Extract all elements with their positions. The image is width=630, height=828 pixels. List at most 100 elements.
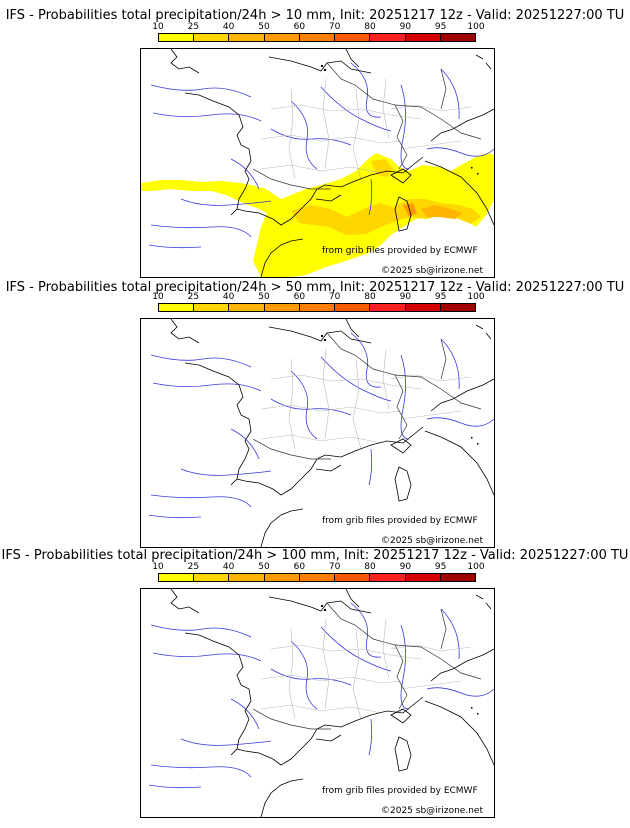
colorbar-swatch xyxy=(194,34,230,41)
colorbar-swatch xyxy=(264,574,300,581)
colorbar-tick-label: 70 xyxy=(328,292,341,302)
colorbar-swatches xyxy=(158,573,476,582)
copyright: ©2025 sb@irizone.net xyxy=(381,266,483,276)
map-marks xyxy=(321,335,479,445)
colorbar-tick-label: 25 xyxy=(187,292,200,302)
map-panel-100mm: IFS - Probabilities total precipitation/… xyxy=(0,540,630,818)
copyright: ©2025 sb@irizone.net xyxy=(381,536,483,546)
colorbar-swatch xyxy=(299,304,336,311)
colorbar-tick-label: 50 xyxy=(258,292,270,302)
colorbar: 10 25 40 50 60 70 80 90 95 100 xyxy=(152,22,485,44)
colorbar-swatch xyxy=(194,574,230,581)
colorbar-tick-label: 95 xyxy=(434,292,447,302)
colorbar-labels: 10 25 40 50 60 70 80 90 95 100 xyxy=(152,292,484,302)
colorbar-tick-label: 70 xyxy=(328,562,341,572)
rivers xyxy=(148,332,494,519)
colorbar-tick-label: 50 xyxy=(258,22,270,32)
colorbar-tick-label: 80 xyxy=(364,562,376,572)
colorbar-swatch xyxy=(335,304,371,311)
colorbar-swatch xyxy=(194,304,230,311)
coastlines xyxy=(170,589,494,817)
map-frame: from grib files provided by ECMWF ©2025 … xyxy=(140,318,495,548)
colorbar-tick-label: 90 xyxy=(399,292,412,302)
colorbar-swatch xyxy=(405,304,441,311)
colorbar-tick-label: 40 xyxy=(222,22,235,32)
colorbar-tick-label: 80 xyxy=(364,292,376,302)
colorbar-swatch xyxy=(264,34,300,41)
country-borders xyxy=(252,332,482,460)
colorbar-tick-label: 80 xyxy=(364,22,376,32)
rivers xyxy=(148,602,494,789)
coastlines xyxy=(170,319,494,547)
colorbar-swatch xyxy=(370,574,406,581)
colorbar-swatches xyxy=(158,33,476,42)
copyright: ©2025 sb@irizone.net xyxy=(381,806,483,816)
colorbar-tick-label: 10 xyxy=(152,292,164,302)
colorbar-tick-label: 10 xyxy=(152,562,164,572)
colorbar-swatch xyxy=(159,304,195,311)
colorbar-tick-label: 100 xyxy=(467,22,485,32)
country-borders xyxy=(252,62,482,190)
map-panel-10mm: IFS - Probabilities total precipitation/… xyxy=(0,0,630,278)
colorbar-swatch xyxy=(440,304,475,311)
colorbar-tick-label: 100 xyxy=(467,292,485,302)
colorbar-tick-label: 60 xyxy=(293,562,306,572)
colorbar-tick-label: 10 xyxy=(152,22,164,32)
colorbar-swatch xyxy=(405,574,441,581)
data-credit: from grib files provided by ECMWF xyxy=(322,246,478,256)
colorbar-swatch xyxy=(405,34,441,41)
data-credit: from grib files provided by ECMWF xyxy=(322,786,478,796)
admin-borders xyxy=(260,78,472,180)
colorbar-swatch xyxy=(335,34,371,41)
panel-title: IFS - Probabilities total precipitation/… xyxy=(5,8,625,23)
map-frame: from grib files provided by ECMWF ©2025 … xyxy=(140,588,495,818)
colorbar-tick-label: 40 xyxy=(222,562,235,572)
map-marks xyxy=(321,65,479,175)
colorbar-swatch xyxy=(229,34,265,41)
panel-title: IFS - Probabilities total precipitation/… xyxy=(1,548,629,563)
colorbar-swatches xyxy=(158,303,476,312)
colorbar-tick-label: 95 xyxy=(434,562,447,572)
map-svg xyxy=(141,49,494,277)
colorbar-swatch xyxy=(159,574,195,581)
colorbar-tick-label: 60 xyxy=(293,292,306,302)
colorbar-swatch xyxy=(229,574,265,581)
colorbar-swatch xyxy=(440,574,475,581)
colorbar-swatch xyxy=(299,34,336,41)
colorbar-tick-label: 50 xyxy=(258,562,270,572)
colorbar-swatch xyxy=(229,304,265,311)
colorbar-labels: 10 25 40 50 60 70 80 90 95 100 xyxy=(152,22,484,32)
colorbar-swatch xyxy=(299,574,336,581)
map-frame: from grib files provided by ECMWF ©2025 … xyxy=(140,48,495,278)
map-panel-50mm: IFS - Probabilities total precipitation/… xyxy=(0,270,630,548)
colorbar-swatch xyxy=(159,34,195,41)
colorbar-tick-label: 95 xyxy=(434,22,447,32)
colorbar-swatch xyxy=(370,304,406,311)
colorbar-tick-label: 25 xyxy=(187,562,200,572)
country-borders xyxy=(252,602,482,730)
colorbar-tick-label: 100 xyxy=(467,562,485,572)
colorbar: 10 25 40 50 60 70 80 90 95 100 xyxy=(152,292,485,314)
colorbar-labels: 10 25 40 50 60 70 80 90 95 100 xyxy=(152,562,484,572)
colorbar-tick-label: 60 xyxy=(293,22,306,32)
colorbar-tick-label: 70 xyxy=(328,22,341,32)
precip-50-60 xyxy=(403,203,417,217)
colorbar-tick-label: 90 xyxy=(399,562,412,572)
admin-borders xyxy=(260,348,472,450)
map-marks xyxy=(321,605,479,715)
colorbar-tick-label: 90 xyxy=(399,22,412,32)
colorbar-swatch xyxy=(335,574,371,581)
panel-title: IFS - Probabilities total precipitation/… xyxy=(5,280,625,295)
precip-40-50 xyxy=(421,205,463,219)
map-svg xyxy=(148,319,494,547)
precipitation-field xyxy=(141,153,494,277)
colorbar: 10 25 40 50 60 70 80 90 95 100 xyxy=(152,562,485,584)
data-credit: from grib files provided by ECMWF xyxy=(322,516,478,526)
colorbar-tick-label: 40 xyxy=(222,292,235,302)
map-svg xyxy=(148,589,494,817)
colorbar-tick-label: 25 xyxy=(187,22,200,32)
admin-borders xyxy=(260,618,472,720)
colorbar-swatch xyxy=(440,34,475,41)
colorbar-swatch xyxy=(370,34,406,41)
colorbar-swatch xyxy=(264,304,300,311)
